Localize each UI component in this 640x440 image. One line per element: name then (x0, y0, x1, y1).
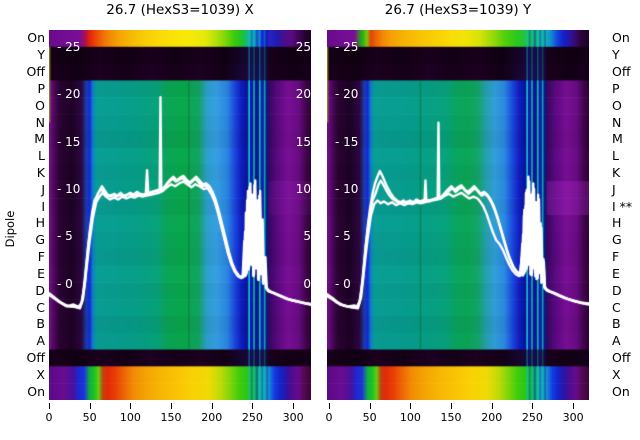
x-tick-mark (130, 403, 132, 409)
row-label-left: G (35, 232, 45, 248)
panel-x-title: 26.7 (HexS3=1039) X (106, 2, 254, 18)
row-label-left: N (35, 114, 45, 130)
row-label-right: Off (612, 64, 631, 80)
x-tick-mark (89, 403, 91, 409)
value-tick-label-left: - 15 (57, 134, 81, 149)
row-label-left: B (36, 316, 45, 332)
row-label-left: Off (26, 349, 45, 365)
value-tick-label-left: - 10 (335, 182, 359, 197)
row-label-right: A (612, 333, 621, 349)
x-tick-mark (252, 403, 254, 409)
row-label-left: X (36, 366, 45, 382)
value-tick-label-right: 5 (303, 229, 311, 244)
row-label-right: L (612, 148, 619, 164)
row-label-left: E (37, 265, 45, 281)
value-tick-label-left: - 25 (57, 40, 81, 55)
value-tick-label-left: - 0 (335, 276, 351, 291)
x-tick-label: 100 (399, 411, 421, 424)
row-label-right: J (612, 181, 616, 197)
value-tick-label-left: - 0 (57, 276, 73, 291)
row-label-left: I (41, 198, 45, 214)
x-tick-label: 100 (119, 411, 141, 424)
row-label-right: X (612, 366, 621, 382)
row-label-left: O (35, 97, 45, 113)
row-label-left: On (27, 30, 45, 46)
row-label-right: E (612, 265, 620, 281)
row-label-left: H (35, 215, 45, 231)
value-tick-label-right: 15 (295, 134, 311, 149)
row-label-left: L (38, 148, 45, 164)
x-tick-label: 300 (282, 411, 304, 424)
value-tick-label-left: - 25 (335, 40, 359, 55)
value-tick-label-left: - 15 (335, 134, 359, 149)
row-label-left: M (34, 131, 45, 147)
row-label-right: Y (612, 47, 620, 63)
row-label-right: G (612, 232, 622, 248)
x-tick-label: 300 (562, 411, 584, 424)
x-tick-label: 150 (160, 411, 182, 424)
x-tick-label: 250 (241, 411, 263, 424)
x-tick-label: 0 (45, 411, 53, 424)
x-tick-mark (573, 403, 575, 409)
value-tick-label-left: - 20 (335, 87, 359, 102)
value-tick-label-left: - 10 (57, 182, 81, 197)
row-label-left: D (35, 282, 45, 298)
heatmap-panel-x: - 25 25 - 20 20 - 15 15 - 10 10 - 5 5 - 0 0 (49, 30, 311, 400)
x-tick-mark (451, 403, 453, 409)
row-label-right: B (612, 316, 621, 332)
row-label-left: J (41, 181, 45, 197)
row-label-left: A (36, 333, 45, 349)
row-label-right: I ** (612, 198, 633, 214)
value-tick-label-right: 0 (303, 276, 311, 291)
x-tick-mark (49, 403, 50, 409)
row-label-right: D (612, 282, 622, 298)
row-label-right: O (612, 97, 622, 113)
row-label-right: On (612, 30, 630, 46)
row-label-left: On (27, 383, 45, 399)
value-tick-label-left: - 20 (57, 87, 81, 102)
value-tick-label-right: 10 (295, 182, 311, 197)
x-tick-label: 250 (521, 411, 543, 424)
row-label-left: Y (37, 47, 45, 63)
x-tick-mark (532, 403, 534, 409)
x-tick-label: 50 (82, 411, 97, 424)
row-label-left: F (37, 249, 45, 265)
heatmap-panel-y: - 25 - 20 - 15 - 10 - 5 - 0 (327, 30, 589, 400)
row-label-left: K (36, 164, 45, 180)
x-tick-mark (491, 403, 493, 409)
value-tick-label-right: 25 (295, 40, 311, 55)
row-label-right: C (612, 299, 621, 315)
x-tick-mark (171, 403, 173, 409)
value-tick-label-right: 20 (295, 87, 311, 102)
value-tick-label-left: - 5 (335, 229, 351, 244)
row-label-right: Off (612, 349, 631, 365)
x-tick-label: 200 (481, 411, 503, 424)
panel-y-title: 26.7 (HexS3=1039) Y (384, 2, 532, 18)
row-label-right: F (612, 249, 620, 265)
x-tick-label: 200 (201, 411, 223, 424)
x-tick-mark (211, 403, 213, 409)
heatmap-canvas-y (327, 30, 589, 400)
row-label-right: H (612, 215, 622, 231)
heatmap-canvas-x (49, 30, 311, 400)
row-label-right: P (612, 80, 620, 96)
x-tick-mark (293, 403, 295, 409)
row-label-left: C (36, 299, 45, 315)
row-label-left: Off (26, 64, 45, 80)
x-tick-label: 0 (325, 411, 333, 424)
row-label-right: On (612, 383, 630, 399)
x-tick-mark (410, 403, 412, 409)
row-label-right: N (612, 114, 622, 130)
row-label-right: K (612, 164, 621, 180)
value-tick-label-left: - 5 (57, 229, 73, 244)
x-tick-label: 150 (440, 411, 462, 424)
x-tick-label: 50 (362, 411, 377, 424)
row-label-left: P (37, 80, 45, 96)
x-tick-mark (329, 403, 330, 409)
row-label-right: M (612, 131, 623, 147)
x-tick-mark (369, 403, 371, 409)
